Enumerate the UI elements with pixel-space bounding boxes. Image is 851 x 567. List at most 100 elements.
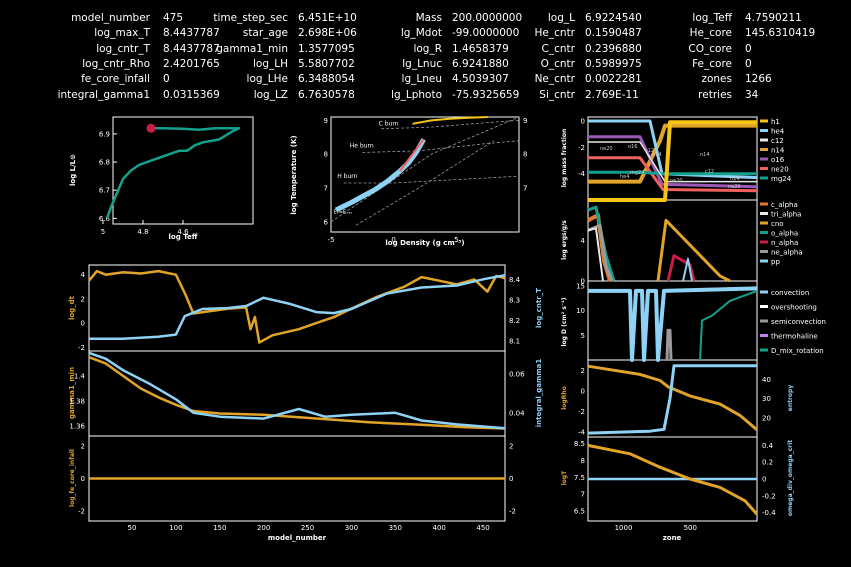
trho-ylabel: log Temperature (K) [290, 135, 298, 214]
abund-h1 [588, 120, 757, 202]
header-key-model_number: model_number [71, 12, 150, 24]
trho-yticklabel-2: 8 [324, 151, 328, 159]
cntrT-ylabel: log_cntr_T [535, 288, 543, 328]
mix-rotation [699, 289, 758, 361]
header-value-log_lhe: 6.3488054 [298, 73, 355, 86]
header-key-log_lz: log_LZ [253, 88, 288, 101]
header-key-log_r: log_R [413, 42, 442, 55]
abund-legend-mg24: mg24 [771, 175, 792, 183]
header-key-co_core: CO_core [688, 42, 732, 55]
lgdt-history [88, 269, 506, 344]
trho-frame [330, 116, 520, 233]
cntrT-yticklabel-0: 8.4 [509, 276, 521, 284]
trho-hburn-line [343, 175, 520, 184]
profile-frame-1 [587, 199, 758, 282]
header-value-log_lz: 6.7630578 [298, 88, 355, 101]
header-value-fe_core_infall: 0 [163, 73, 170, 86]
cntrT-yticklabel-1: 8.3 [509, 296, 520, 304]
history-xticklabel-6: 350 [389, 524, 402, 532]
header-value-co_core: 0 [745, 42, 752, 55]
hr-ylabel: log L/L⊙ [69, 154, 77, 186]
logt-ylabel: logT [561, 470, 568, 485]
feinfall-y2ticklabel-1: 0 [509, 475, 513, 483]
feinfall-y2ticklabel-0: 2 [509, 442, 513, 450]
abund-inline-label-3: n14 [652, 152, 662, 158]
power-ylabel: log ergs/g/s [561, 220, 568, 260]
power-cno [656, 218, 731, 283]
header-value-model_number: 475 [163, 12, 184, 24]
mix-legend-thermohaline: thermohaline [771, 333, 818, 341]
header-value-log_teff: 4.7590211 [745, 12, 802, 24]
header-key-log_cntr_rho: log_cntr_Rho [82, 57, 150, 70]
power-legend-pp: pp [771, 258, 780, 266]
abund-inline-label-10: ne20 [728, 184, 741, 190]
entropy-yticklabel-1: 30 [762, 395, 771, 403]
trho-yticklabel-0: 6 [324, 218, 329, 226]
header-key-log_max_t: log_max_T [94, 27, 150, 40]
header-value-he_cntr: 0.1590487 [585, 27, 642, 40]
header-key-si_cntr: Si_cntr [539, 88, 575, 101]
logt-profile [587, 443, 759, 516]
header-key-log_cntr_t: log_cntr_T [96, 42, 150, 55]
header-value-log_cntr_rho: 2.4201765 [163, 57, 220, 70]
power-legend-o_alpha: o_alpha [771, 230, 798, 238]
trho-degeneracy-line [330, 116, 520, 223]
lgdt-yticklabel-0: 4 [81, 271, 86, 279]
mix-yticklabel-2: 5 [581, 332, 585, 340]
header-value-ne_cntr: 0.0022281 [585, 73, 642, 86]
history-xticklabel-0: 50 [128, 524, 137, 532]
header-value-zones: 1266 [745, 73, 772, 86]
header-key-log_lh: log_LH [252, 57, 288, 70]
header-key-he_cntr: He_cntr [534, 27, 575, 40]
history-xticklabel-1: 100 [169, 524, 182, 532]
header-key-ne_cntr: Ne_cntr [534, 73, 575, 86]
header-value-gamma1_min: 1.3577095 [298, 42, 355, 55]
hr-xlabel: log Teff [169, 233, 198, 241]
power-legend-c_alpha: c_alpha [771, 201, 798, 209]
header-key-gamma1_min: gamma1_min [216, 42, 288, 55]
header-value-lg_lnuc: 6.9241880 [452, 57, 509, 70]
cntrT-yticklabel-2: 8.2 [509, 317, 520, 325]
trho-yticklabel-1: 7 [324, 185, 328, 193]
rho-yticklabel-2: -2 [578, 408, 585, 416]
power-tri-alpha [587, 227, 604, 282]
abund-legend-n14: n14 [771, 147, 785, 155]
mix-convection [588, 286, 758, 362]
power-legend-n_alpha: n_alpha [771, 239, 798, 247]
entropy-yticklabel-2: 20 [762, 414, 771, 422]
mix-legend-convection: convection [771, 289, 809, 297]
history-xlabel: model_number [268, 534, 327, 542]
header-value-lg_mdot: -99.0000000 [452, 27, 520, 40]
intgamma-yticklabel-0: 0.06 [509, 371, 525, 379]
abund-inline-label-7: c12 [705, 169, 714, 175]
zone-xlabel: zone [663, 534, 682, 542]
cntrT-history [89, 273, 506, 340]
power-yticklabel-1: 0 [581, 278, 585, 286]
trho-y2ticklabel-0: 7 [523, 185, 527, 193]
header-key-lg_lneu: lg_Lneu [401, 73, 442, 86]
mix-legend-semiconvection: semiconvection [771, 318, 826, 326]
feinfall-yticklabel-0: 2 [81, 442, 85, 450]
history-xticklabel-8: 450 [476, 524, 489, 532]
trho-xticklabel-1: 0 [391, 236, 395, 244]
gamma1min-yticklabel-2: 1.36 [69, 423, 85, 431]
header-value-log_r: 1.4658379 [452, 42, 509, 55]
header-key-zones: zones [701, 73, 732, 86]
trho-annotation-eos: Eᵥ=Eₓₐₛ [334, 209, 353, 215]
power-pp [682, 257, 693, 282]
logt-yticklabel-0: 8.5 [574, 440, 585, 448]
rho-yticklabel-3: -4 [578, 428, 586, 436]
header-value-si_cntr: 2.769E-11 [585, 88, 639, 101]
abund-inline-label-2: c12 [645, 148, 654, 154]
header-value-star_age: 2.698E+06 [298, 27, 357, 40]
abund-legend-he4: he4 [771, 128, 785, 136]
power-yticklabel-0: 4 [581, 237, 586, 245]
gamma1min-history [88, 356, 506, 430]
gamma1min-yticklabel-0: 1.4 [74, 373, 86, 381]
header-key-log_lhe: log_LHe [246, 73, 288, 86]
header-key-star_age: star_age [242, 27, 288, 40]
header-key-lg_mdot: lg_Mdot [400, 27, 442, 40]
rho-ylabel: logRho [561, 386, 568, 410]
history-xticklabel-4: 250 [301, 524, 314, 532]
hr-yticklabel-2: 6.8 [99, 159, 110, 167]
